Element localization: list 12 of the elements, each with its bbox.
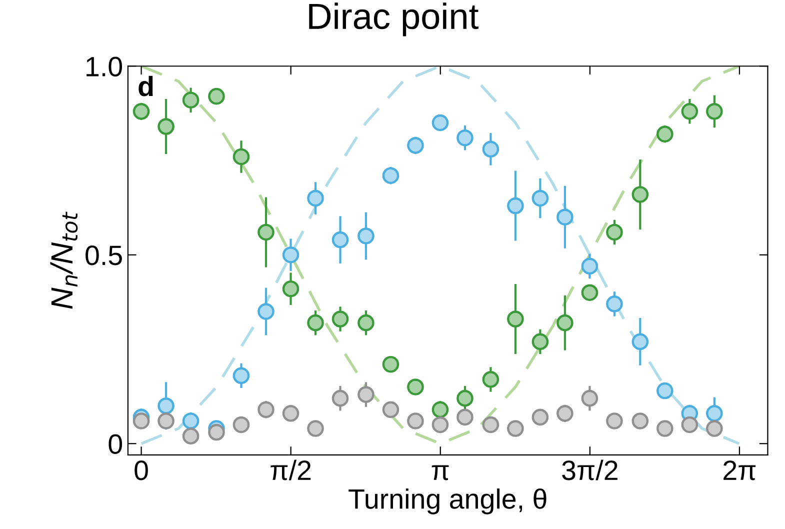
x-tick-label: 2π: [724, 460, 756, 480]
x-axis-title: Turning angle, θ: [348, 488, 546, 514]
y-tick-label: 1.0: [86, 56, 122, 76]
chart-title: Dirac point: [309, 2, 479, 36]
annotation: d: [138, 76, 153, 96]
y-tick-label: 0.5: [86, 246, 122, 266]
y-tick-label: 0: [108, 434, 122, 454]
x-tick-label: π: [432, 465, 449, 480]
x-tick-label: π/2: [270, 460, 311, 480]
x-tick-label: 3π/2: [562, 460, 618, 480]
x-tick-label: 0: [134, 460, 148, 480]
y-axis-title: N$_{n}$/N$_{tot}$: [50, 212, 78, 309]
